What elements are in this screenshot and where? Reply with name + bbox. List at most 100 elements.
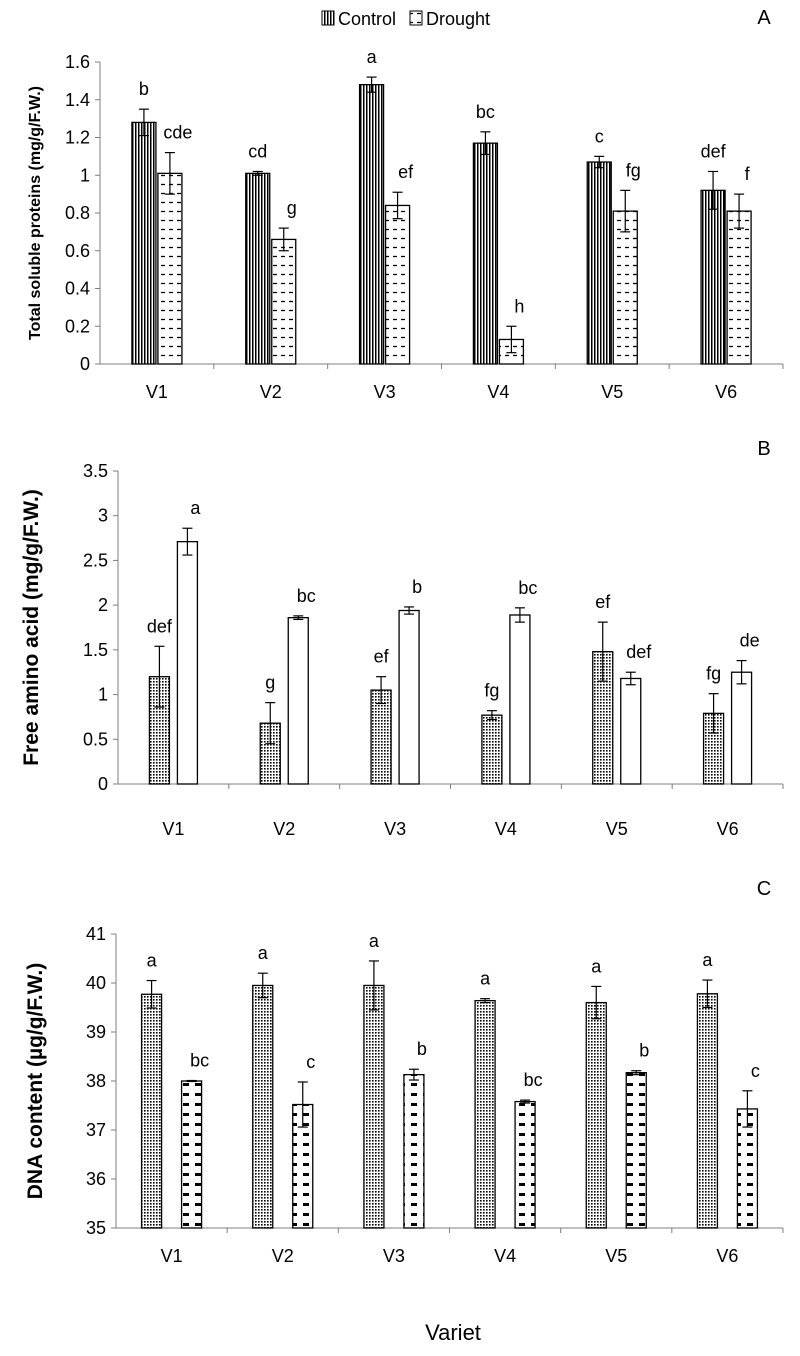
bar-drought (509, 614, 531, 785)
significance-label: fg (484, 681, 499, 701)
bar-control (140, 993, 163, 1229)
y-tick-label: 38 (86, 1071, 106, 1091)
significance-label: bc (297, 586, 316, 606)
bar-drought (730, 671, 753, 785)
significance-label: g (265, 673, 275, 693)
x-tick-label: V1 (162, 819, 184, 839)
bar-control (700, 189, 726, 365)
y-axis-label: DNA content (µg/g/F.W.) (24, 963, 47, 1199)
y-tick-label: 3 (98, 506, 108, 526)
y-tick-label: 1 (98, 685, 108, 705)
significance-label: b (139, 79, 149, 99)
bar-drought (180, 1080, 203, 1229)
bar-drought (612, 210, 638, 365)
bar-control (474, 999, 496, 1229)
x-tick-label: V6 (717, 819, 739, 839)
significance-label: b (417, 1039, 427, 1059)
significance-label: cd (248, 141, 267, 161)
y-tick-label: 41 (86, 924, 106, 944)
panel-label: B (757, 438, 770, 460)
bar-drought (176, 540, 199, 785)
y-tick-label: 0.8 (65, 203, 90, 223)
significance-label: a (258, 943, 269, 963)
chart-panel-a: A 0 0.2 0.4 0.6 0.8 1 1.2 1.4 1.6 Total soluble pr… (27, 7, 784, 402)
y-tick-label: 2 (98, 595, 108, 615)
bar-drought (398, 609, 420, 785)
significance-label: a (367, 47, 378, 67)
y-tick-label: 3.5 (83, 461, 108, 481)
panel-label: C (757, 878, 771, 900)
bar-drought (384, 204, 411, 365)
significance-label: bc (476, 102, 495, 122)
bar-control (370, 689, 392, 785)
significance-label: a (147, 951, 158, 971)
significance-label: a (591, 956, 602, 976)
x-tick-label: V3 (384, 819, 406, 839)
significance-label: bc (524, 1070, 543, 1090)
panel-label: A (757, 7, 771, 29)
significance-label: def (147, 616, 173, 636)
x-tick-label: V4 (494, 1246, 516, 1266)
significance-label: cde (163, 123, 192, 143)
bar-drought (287, 617, 309, 785)
significance-label: a (702, 950, 713, 970)
significance-label: ef (374, 647, 390, 667)
y-tick-label: 36 (86, 1169, 106, 1189)
x-tick-label: V5 (601, 382, 623, 402)
y-tick-label: 0.2 (65, 316, 90, 336)
x-axis-title: Variet (425, 1320, 481, 1345)
significance-label: def (701, 141, 727, 161)
y-tick-label: 1.6 (65, 52, 90, 72)
bar-drought (271, 238, 297, 365)
significance-label: de (740, 631, 760, 651)
bar-control (252, 984, 274, 1229)
legend-swatch-control (321, 10, 335, 26)
x-tick-label: V6 (716, 1246, 738, 1266)
significance-label: c (751, 1061, 760, 1081)
x-tick-label: V5 (606, 819, 628, 839)
x-tick-label: V2 (273, 819, 295, 839)
y-tick-label: 1.2 (65, 128, 90, 148)
bar-drought (403, 1073, 425, 1229)
bar-control (696, 993, 719, 1229)
y-tick-label: 0 (80, 354, 90, 374)
x-tick-label: V3 (383, 1246, 405, 1266)
significance-label: a (369, 931, 380, 951)
chart-panel-b: B 0 0.5 1 1.5 2 2.5 3 3.5 Free amino acid (mg/g/F… (20, 438, 784, 839)
bar-control (585, 1001, 607, 1229)
significance-label: f (745, 164, 751, 184)
significance-label: g (287, 198, 297, 218)
chart-panel-c: C 35 36 37 38 39 40 41 DNA content (µg/g/F.W.) V1… (24, 878, 784, 1266)
x-tick-label: V4 (495, 819, 517, 839)
bar-control (472, 142, 499, 365)
x-tick-label: V3 (374, 382, 396, 402)
bar-control (245, 172, 271, 365)
significance-label: fg (706, 664, 721, 684)
significance-label: c (306, 1052, 315, 1072)
x-tick-label: V1 (161, 1246, 183, 1266)
y-axis-label: Free amino acid (mg/g/F.W.) (20, 489, 43, 766)
y-tick-label: 39 (86, 1022, 106, 1042)
y-tick-label: 35 (86, 1218, 106, 1238)
y-tick-label: 1.5 (83, 640, 108, 660)
bar-control (131, 121, 157, 365)
significance-label: def (626, 642, 652, 662)
y-tick-label: 40 (86, 973, 106, 993)
bar-drought (514, 1100, 536, 1229)
bar-drought (726, 210, 752, 365)
x-tick-label: V2 (272, 1246, 294, 1266)
x-tick-label: V6 (715, 382, 737, 402)
significance-label: c (595, 126, 604, 146)
y-tick-label: 1.4 (65, 90, 90, 110)
legend-label-control: Control (338, 9, 396, 29)
y-tick-label: 1 (80, 165, 90, 185)
bar-control (586, 161, 612, 365)
legend-label-drought: Drought (426, 9, 490, 29)
bar-drought (625, 1072, 647, 1229)
significance-label: ef (398, 162, 414, 182)
y-axis-label: Total soluble proteins (mg/g/F.W.) (27, 86, 44, 340)
legend-swatch-drought (409, 10, 423, 26)
y-tick-label: 0.4 (65, 279, 90, 299)
bar-control (481, 714, 503, 785)
